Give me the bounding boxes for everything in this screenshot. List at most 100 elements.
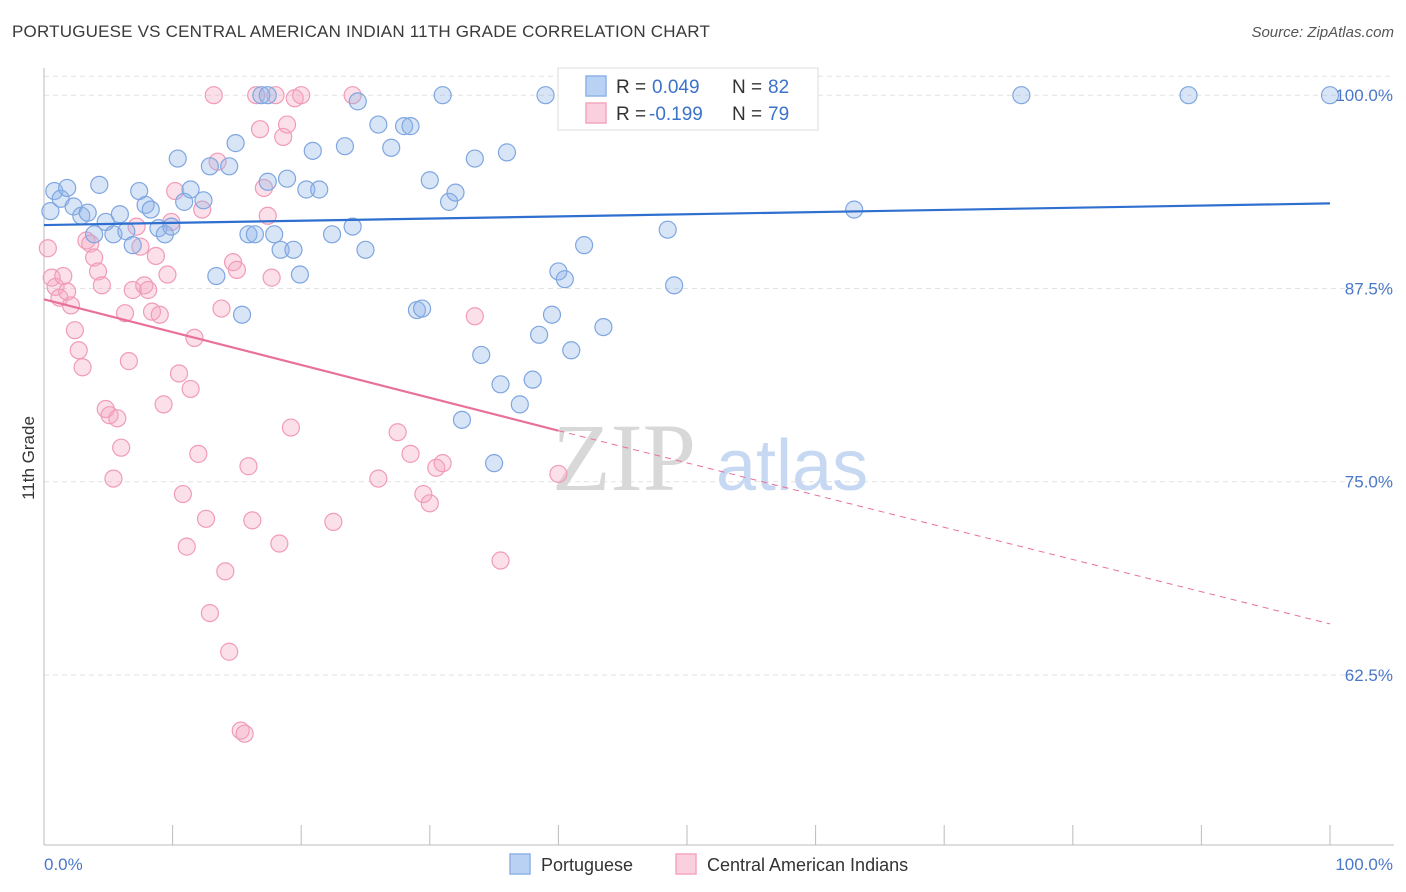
stats-r-label-2: R = bbox=[616, 104, 646, 125]
point-central-american-indians-20 bbox=[115, 304, 135, 323]
point-central-american-indians-51 bbox=[235, 724, 254, 743]
stats-r-label-1: R = bbox=[616, 77, 646, 98]
legend-swatch-central-american-indians bbox=[675, 853, 697, 875]
grid-lines bbox=[44, 75, 1394, 676]
point-central-american-indians-18 bbox=[108, 409, 127, 428]
point-central-american-indians-1 bbox=[42, 268, 61, 287]
point-portuguese-80 bbox=[1179, 86, 1198, 105]
point-portuguese-6 bbox=[78, 203, 97, 222]
point-central-american-indians-72 bbox=[420, 494, 439, 513]
chart-source: Source: ZipAtlas.com bbox=[1251, 24, 1394, 41]
point-central-american-indians-8 bbox=[69, 341, 88, 360]
point-central-american-indians-40 bbox=[193, 200, 212, 219]
point-central-american-indians-36 bbox=[177, 537, 196, 556]
point-portuguese-65 bbox=[530, 325, 549, 344]
point-portuguese-24 bbox=[200, 157, 219, 176]
point-portuguese-66 bbox=[536, 86, 555, 105]
point-portuguese-3 bbox=[58, 178, 77, 198]
point-portuguese-61 bbox=[491, 375, 510, 394]
x-tick-labels: 0.0% 100.0% bbox=[44, 855, 1393, 874]
point-portuguese-44 bbox=[343, 217, 362, 236]
point-portuguese-20 bbox=[168, 149, 187, 168]
point-central-american-indians-59 bbox=[266, 86, 285, 105]
point-portuguese-70 bbox=[562, 341, 581, 360]
point-portuguese-13 bbox=[123, 236, 142, 255]
point-portuguese-50 bbox=[401, 117, 420, 136]
watermark-atlas: atlas bbox=[716, 426, 868, 506]
point-portuguese-56 bbox=[446, 183, 465, 202]
point-portuguese-31 bbox=[252, 86, 271, 105]
point-portuguese-52 bbox=[412, 299, 432, 318]
legend-label-central-american-indians: Central American Indians bbox=[707, 855, 908, 875]
point-portuguese-64 bbox=[523, 370, 542, 389]
point-portuguese-26 bbox=[220, 157, 239, 176]
point-central-american-indians-55 bbox=[250, 120, 270, 139]
point-central-american-indians-71 bbox=[414, 484, 433, 504]
legend-label-portuguese: Portuguese bbox=[541, 855, 633, 875]
point-portuguese-79 bbox=[1012, 86, 1031, 105]
stats-r-value-1: 0.049 bbox=[652, 77, 700, 98]
point-portuguese-19 bbox=[162, 217, 181, 236]
trend-line-portuguese bbox=[43, 202, 1331, 227]
point-central-american-indians-41 bbox=[196, 509, 216, 528]
point-portuguese-75 bbox=[665, 276, 684, 295]
point-portuguese-62 bbox=[497, 143, 517, 162]
point-portuguese-39 bbox=[297, 180, 316, 199]
point-central-american-indians-31 bbox=[158, 265, 177, 284]
point-central-american-indians-63 bbox=[281, 418, 301, 437]
watermark: ZIP atlas bbox=[552, 404, 868, 511]
point-central-american-indians-77 bbox=[549, 464, 568, 484]
watermark-zip: ZIP bbox=[552, 404, 696, 511]
point-portuguese-23 bbox=[194, 191, 213, 210]
point-central-american-indians-30 bbox=[154, 395, 173, 414]
point-central-american-indians-70 bbox=[401, 444, 420, 463]
point-central-american-indians-46 bbox=[216, 562, 235, 581]
axes bbox=[43, 68, 1394, 846]
point-portuguese-71 bbox=[575, 236, 594, 255]
point-portuguese-22 bbox=[181, 180, 200, 199]
point-central-american-indians-14 bbox=[92, 276, 111, 295]
point-central-american-indians-42 bbox=[200, 603, 219, 623]
point-portuguese-34 bbox=[265, 225, 284, 244]
point-portuguese-7 bbox=[85, 225, 104, 244]
stats-legend-blue-swatch bbox=[585, 75, 607, 97]
point-portuguese-69 bbox=[555, 270, 574, 289]
point-portuguese-8 bbox=[90, 175, 109, 194]
point-central-american-indians-26 bbox=[139, 280, 158, 300]
point-central-american-indians-9 bbox=[73, 358, 92, 377]
point-portuguese-72 bbox=[594, 317, 613, 337]
point-portuguese-74 bbox=[658, 220, 677, 239]
point-portuguese-25 bbox=[207, 266, 226, 286]
point-portuguese-48 bbox=[382, 138, 401, 157]
point-central-american-indians-4 bbox=[54, 266, 73, 286]
point-portuguese-11 bbox=[110, 205, 129, 224]
point-portuguese-49 bbox=[394, 117, 414, 136]
series-portuguese bbox=[41, 86, 1340, 473]
point-portuguese-43 bbox=[335, 137, 355, 156]
y-tick-label-0: 100.0% bbox=[1335, 86, 1393, 105]
stats-n-value-2: 79 bbox=[768, 104, 789, 125]
bottom-legend: Portuguese Central American Indians bbox=[509, 853, 908, 875]
point-central-american-indians-21 bbox=[119, 352, 138, 371]
point-portuguese-36 bbox=[277, 169, 297, 188]
point-portuguese-33 bbox=[258, 172, 277, 191]
trend-lines bbox=[43, 202, 1331, 625]
point-central-american-indians-53 bbox=[243, 511, 262, 530]
point-portuguese-54 bbox=[433, 86, 452, 105]
point-portuguese-57 bbox=[452, 410, 472, 429]
point-central-american-indians-19 bbox=[112, 438, 131, 457]
point-central-american-indians-34 bbox=[169, 364, 189, 383]
point-portuguese-47 bbox=[369, 115, 388, 134]
chart-title: PORTUGUESE VS CENTRAL AMERICAN INDIAN 11… bbox=[12, 22, 711, 41]
stats-legend-pink-swatch bbox=[585, 102, 607, 124]
point-central-american-indians-66 bbox=[324, 512, 343, 531]
point-portuguese-60 bbox=[485, 454, 504, 473]
point-central-american-indians-43 bbox=[204, 86, 223, 105]
point-central-american-indians-49 bbox=[227, 260, 246, 279]
point-portuguese-67 bbox=[542, 305, 562, 324]
point-portuguese-81 bbox=[1320, 86, 1340, 105]
point-central-american-indians-57 bbox=[258, 206, 277, 225]
y-tick-label-2: 75.0% bbox=[1345, 473, 1393, 492]
point-central-american-indians-12 bbox=[85, 248, 104, 267]
point-central-american-indians-45 bbox=[212, 299, 231, 318]
